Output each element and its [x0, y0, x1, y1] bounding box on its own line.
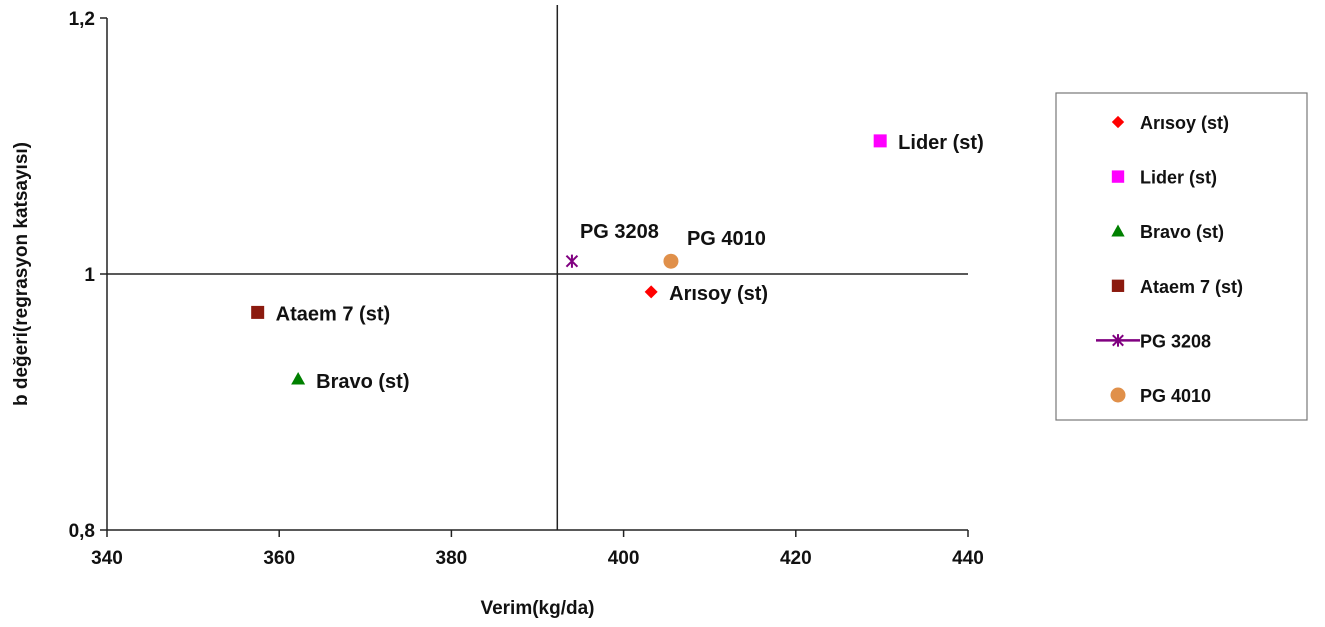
x-tick-label: 420	[780, 548, 812, 569]
data-point	[873, 134, 887, 148]
data-label: Bravo (st)	[316, 371, 409, 393]
legend-label: PG 4010	[1140, 386, 1211, 406]
legend-marker	[1111, 170, 1125, 183]
data-point	[251, 305, 265, 319]
legend-label: Lider (st)	[1140, 168, 1217, 188]
legend-label: Ataem 7 (st)	[1140, 277, 1243, 297]
legend-label: Bravo (st)	[1140, 222, 1224, 242]
data-label: Ataem 7 (st)	[276, 303, 390, 325]
legend-label: PG 3208	[1140, 331, 1211, 351]
data-point	[565, 254, 579, 268]
legend-label: Arısoy (st)	[1140, 113, 1229, 133]
legend-items: Arısoy (st) Lider (st) Bravo (st) Ataem 7 (…	[1096, 113, 1243, 406]
legend-marker	[1110, 387, 1126, 403]
y-axis-title: b değeri(regrasyon katsayısı)	[11, 142, 32, 406]
legend-item: Lider (st)	[1111, 168, 1217, 188]
data-point	[644, 285, 658, 299]
legend-marker	[1111, 115, 1125, 129]
y-tick-label: 1,2	[69, 9, 95, 30]
data-point	[663, 253, 679, 269]
x-tick-label: 440	[952, 548, 984, 569]
y-tick-label: 0,8	[69, 521, 95, 542]
data-label: PG 4010	[687, 228, 766, 250]
data-label: PG 3208	[580, 221, 659, 243]
axis-ticks: 340 360 380 400 420 440 0,8 1 1,2	[69, 9, 984, 569]
data-label: Arısoy (st)	[669, 283, 768, 305]
x-tick-label: 360	[263, 548, 295, 569]
legend-item: PG 3208	[1096, 331, 1211, 351]
legend: Arısoy (st) Lider (st) Bravo (st) Ataem 7 (…	[1055, 92, 1308, 421]
legend-item: Bravo (st)	[1111, 222, 1224, 242]
legend-item: PG 4010	[1110, 386, 1211, 406]
data-point	[291, 371, 306, 385]
data-points: Arısoy (st) Lider (st) Bravo (st) Ataem 7 (…	[251, 132, 984, 393]
legend-box	[1055, 92, 1308, 421]
data-label: Lider (st)	[898, 132, 984, 154]
x-axis-title: Verim(kg/da)	[480, 598, 594, 619]
legend-item: Arısoy (st)	[1111, 113, 1229, 133]
legend-item: Ataem 7 (st)	[1111, 277, 1243, 297]
x-tick-label: 400	[608, 548, 640, 569]
x-tick-label: 380	[436, 548, 468, 569]
legend-marker	[1112, 334, 1124, 347]
y-tick-label: 1	[84, 265, 95, 286]
legend-marker	[1111, 279, 1125, 292]
x-tick-label: 340	[91, 548, 123, 569]
axes	[106, 5, 968, 531]
legend-marker	[1111, 224, 1125, 237]
